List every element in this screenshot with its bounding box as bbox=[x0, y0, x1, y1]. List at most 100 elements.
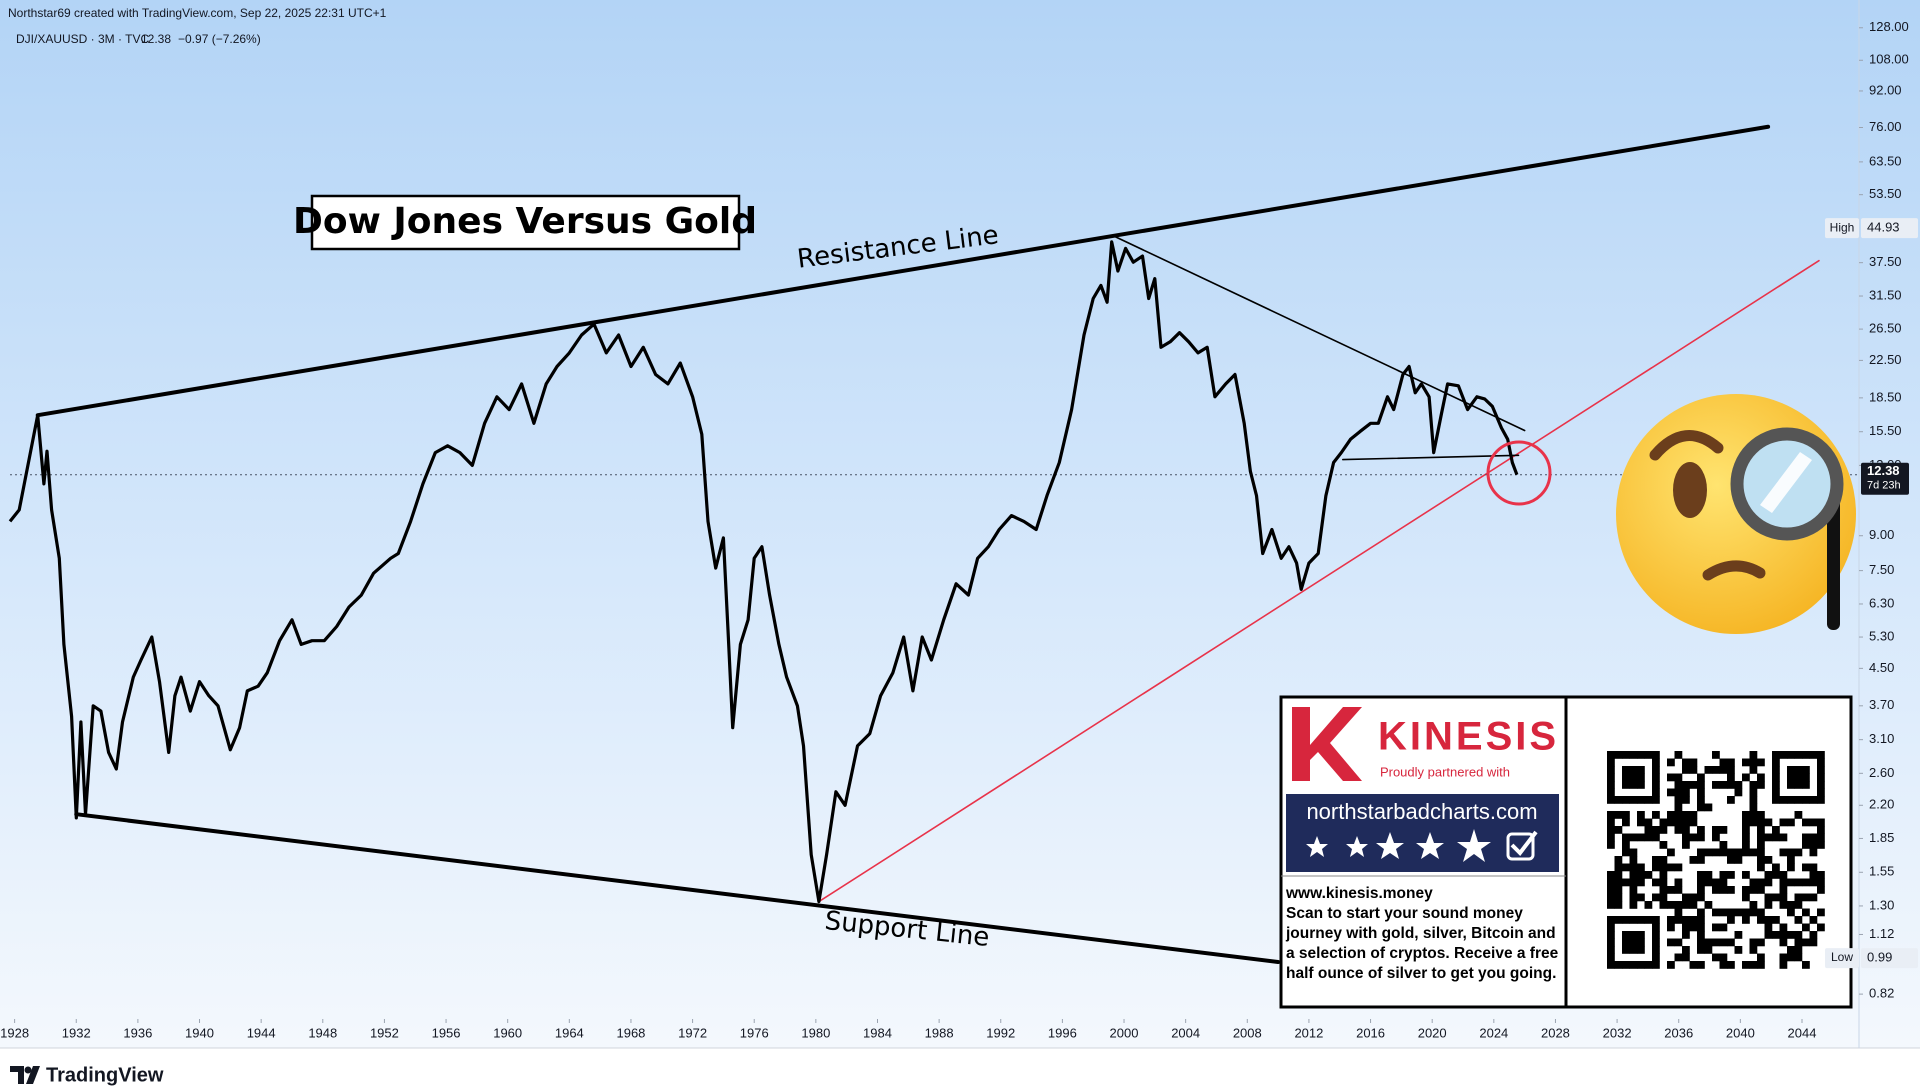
qr-module bbox=[1697, 946, 1705, 954]
qr-module bbox=[1614, 811, 1623, 819]
qr-module bbox=[1817, 796, 1825, 804]
qr-module bbox=[1629, 781, 1638, 789]
qr-module bbox=[1809, 938, 1818, 947]
qr-module bbox=[1817, 818, 1825, 827]
qr-module bbox=[1809, 871, 1818, 879]
footer-logo bbox=[10, 1066, 40, 1084]
qr-module bbox=[1697, 923, 1705, 932]
qr-module bbox=[1802, 833, 1810, 842]
last-value: 12.38 bbox=[1867, 463, 1900, 478]
qr-module bbox=[1652, 961, 1660, 969]
qr-module bbox=[1772, 893, 1780, 902]
qr-module bbox=[1607, 893, 1615, 902]
qr-module bbox=[1622, 773, 1630, 782]
qr-module bbox=[1622, 848, 1630, 857]
qr-module bbox=[1749, 938, 1758, 947]
qr-module bbox=[1607, 961, 1615, 969]
x-tick-label: 1968 bbox=[616, 1025, 645, 1040]
x-tick-label: 1992 bbox=[986, 1025, 1015, 1040]
qr-module bbox=[1629, 886, 1638, 894]
qr-module bbox=[1674, 803, 1683, 812]
qr-module bbox=[1749, 818, 1758, 827]
qr-module bbox=[1644, 818, 1653, 827]
last-box bbox=[1861, 462, 1909, 495]
qr-module bbox=[1629, 916, 1638, 924]
qr-module bbox=[1749, 803, 1758, 812]
qr-module bbox=[1652, 811, 1660, 819]
qr-module bbox=[1802, 908, 1810, 917]
qr-module bbox=[1697, 773, 1705, 782]
qr-module bbox=[1622, 833, 1630, 842]
qr-module bbox=[1772, 751, 1780, 759]
x-tick-label: 1960 bbox=[493, 1025, 522, 1040]
qr-module bbox=[1772, 766, 1780, 774]
qr-module bbox=[1607, 923, 1615, 932]
y-tick-label: 18.50 bbox=[1869, 389, 1902, 404]
x-tick-label: 2028 bbox=[1541, 1025, 1570, 1040]
y-tick-label: 92.00 bbox=[1869, 82, 1902, 97]
qr-module bbox=[1637, 946, 1645, 954]
qr-module bbox=[1794, 796, 1803, 804]
qr-module bbox=[1817, 923, 1825, 932]
qr-module bbox=[1659, 818, 1668, 827]
qr-module bbox=[1779, 833, 1788, 842]
y-tick-label: 5.30 bbox=[1869, 628, 1894, 643]
qr-module bbox=[1742, 841, 1750, 849]
y-tick-label: 1.85 bbox=[1869, 830, 1894, 845]
trendline bbox=[74, 812, 1281, 964]
qr-module bbox=[1652, 751, 1660, 759]
qr-module bbox=[1652, 826, 1660, 834]
qr-module bbox=[1727, 938, 1735, 947]
qr-module bbox=[1719, 923, 1728, 932]
qr-module bbox=[1779, 796, 1788, 804]
qr-module bbox=[1772, 931, 1780, 939]
qr-module bbox=[1794, 901, 1803, 909]
x-tick-label: 1988 bbox=[925, 1025, 954, 1040]
qr-module bbox=[1697, 908, 1705, 917]
qr-module bbox=[1629, 773, 1638, 782]
qr-module bbox=[1704, 848, 1713, 857]
qr-module bbox=[1697, 871, 1705, 879]
qr-module bbox=[1749, 751, 1758, 759]
qr-module bbox=[1652, 931, 1660, 939]
qr-module bbox=[1644, 871, 1653, 879]
x-tick-label: 1936 bbox=[123, 1025, 152, 1040]
qr-module bbox=[1757, 841, 1765, 849]
qr-module bbox=[1704, 878, 1713, 887]
qr-module bbox=[1674, 826, 1683, 834]
qr-module bbox=[1764, 916, 1773, 924]
qr-module bbox=[1712, 938, 1720, 947]
qr-module bbox=[1667, 886, 1675, 894]
qr-module bbox=[1667, 923, 1675, 932]
qr-module bbox=[1659, 841, 1668, 849]
qr-module bbox=[1637, 961, 1645, 969]
high-label: High bbox=[1830, 220, 1855, 234]
qr-module bbox=[1727, 773, 1735, 782]
qr-module bbox=[1667, 811, 1675, 819]
qr-module bbox=[1749, 796, 1758, 804]
qr-module bbox=[1637, 781, 1645, 789]
qr-module bbox=[1614, 886, 1623, 894]
qr-module bbox=[1674, 796, 1683, 804]
qr-module bbox=[1742, 961, 1750, 969]
qr-module bbox=[1652, 916, 1660, 924]
x-tick-label: 1956 bbox=[432, 1025, 461, 1040]
qr-module bbox=[1682, 916, 1690, 924]
qr-module bbox=[1629, 833, 1638, 842]
qr-module bbox=[1742, 818, 1750, 827]
qr-module bbox=[1637, 796, 1645, 804]
qr-module bbox=[1757, 886, 1765, 894]
qr-module bbox=[1757, 961, 1765, 969]
qr-module bbox=[1622, 751, 1630, 759]
partner: northstarbadcharts.com bbox=[1306, 799, 1537, 824]
qr-module bbox=[1727, 796, 1735, 804]
qr-module bbox=[1817, 908, 1825, 917]
x-tick-label: 1952 bbox=[370, 1025, 399, 1040]
qr-module bbox=[1809, 833, 1818, 842]
qr-module bbox=[1794, 848, 1803, 857]
x-tick-label: 1940 bbox=[185, 1025, 214, 1040]
footer-logo-text: TradingView bbox=[46, 1064, 164, 1086]
qr-module bbox=[1614, 796, 1623, 804]
qr-module bbox=[1712, 908, 1720, 917]
qr-module bbox=[1689, 901, 1698, 909]
